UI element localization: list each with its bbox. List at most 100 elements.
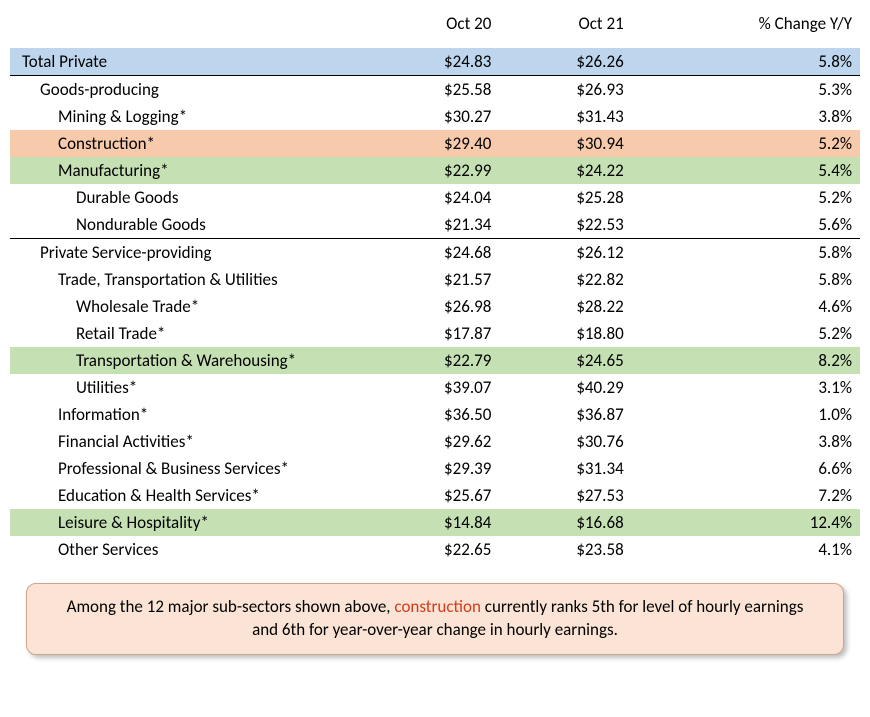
table-row: Trade, Transportation & Utilities$21.57$… [10, 266, 860, 293]
cell-oct20: $24.04 [367, 184, 499, 211]
cell-oct21: $26.26 [499, 48, 631, 76]
cell-oct21: $24.65 [499, 347, 631, 374]
table-row: Mining & Logging*$30.27$31.433.8% [10, 103, 860, 130]
cell-oct20: $29.62 [367, 428, 499, 455]
cell-oct20: $24.68 [367, 239, 499, 267]
footnote-box: Among the 12 major sub-sectors shown abo… [26, 583, 844, 655]
row-label: Education & Health Services* [10, 482, 367, 509]
cell-oct20: $36.50 [367, 401, 499, 428]
col-oct21: Oct 21 [499, 10, 631, 48]
cell-change: 8.2% [632, 347, 860, 374]
cell-change: 3.1% [632, 374, 860, 401]
cell-oct20: $24.83 [367, 48, 499, 76]
cell-oct20: $22.99 [367, 157, 499, 184]
cell-change: 6.6% [632, 455, 860, 482]
cell-change: 5.3% [632, 76, 860, 104]
table-row: Retail Trade*$17.87$18.805.2% [10, 320, 860, 347]
cell-change: 5.8% [632, 266, 860, 293]
row-label: Financial Activities* [10, 428, 367, 455]
row-label: Utilities* [10, 374, 367, 401]
cell-oct21: $23.58 [499, 536, 631, 563]
row-label: Mining & Logging* [10, 103, 367, 130]
cell-change: 12.4% [632, 509, 860, 536]
cell-oct21: $30.94 [499, 130, 631, 157]
table-row: Private Service-providing$24.68$26.125.8… [10, 239, 860, 267]
row-label: Professional & Business Services* [10, 455, 367, 482]
row-label: Nondurable Goods [10, 211, 367, 239]
cell-oct21: $25.28 [499, 184, 631, 211]
table-row: Wholesale Trade*$26.98$28.224.6% [10, 293, 860, 320]
cell-oct20: $21.57 [367, 266, 499, 293]
table-row: Total Private$24.83$26.265.8% [10, 48, 860, 76]
cell-change: 4.1% [632, 536, 860, 563]
row-label: Manufacturing* [10, 157, 367, 184]
cell-change: 7.2% [632, 482, 860, 509]
cell-oct20: $39.07 [367, 374, 499, 401]
cell-oct20: $21.34 [367, 211, 499, 239]
cell-oct21: $26.93 [499, 76, 631, 104]
cell-oct21: $26.12 [499, 239, 631, 267]
cell-change: 4.6% [632, 293, 860, 320]
cell-change: 5.4% [632, 157, 860, 184]
row-label: Wholesale Trade* [10, 293, 367, 320]
cell-oct21: $30.76 [499, 428, 631, 455]
cell-oct21: $27.53 [499, 482, 631, 509]
row-label: Retail Trade* [10, 320, 367, 347]
row-label: Durable Goods [10, 184, 367, 211]
row-label: Trade, Transportation & Utilities [10, 266, 367, 293]
cell-oct21: $18.80 [499, 320, 631, 347]
cell-oct20: $17.87 [367, 320, 499, 347]
cell-oct20: $25.58 [367, 76, 499, 104]
cell-change: 5.2% [632, 320, 860, 347]
col-oct20: Oct 20 [367, 10, 499, 48]
cell-oct21: $16.68 [499, 509, 631, 536]
footnote-pre: Among the 12 major sub-sectors shown abo… [67, 596, 395, 617]
cell-oct20: $25.67 [367, 482, 499, 509]
cell-oct20: $22.79 [367, 347, 499, 374]
row-label: Goods-producing [10, 76, 367, 104]
cell-change: 3.8% [632, 103, 860, 130]
cell-oct21: $36.87 [499, 401, 631, 428]
earnings-table: Oct 20 Oct 21 % Change Y/Y Total Private… [10, 10, 860, 563]
table-row: Information*$36.50$36.871.0% [10, 401, 860, 428]
table-row: Transportation & Warehousing*$22.79$24.6… [10, 347, 860, 374]
col-change: % Change Y/Y [632, 10, 860, 48]
col-label [10, 10, 367, 48]
table-row: Nondurable Goods$21.34$22.535.6% [10, 211, 860, 239]
cell-oct20: $29.39 [367, 455, 499, 482]
cell-change: 5.2% [632, 130, 860, 157]
table-row: Education & Health Services*$25.67$27.53… [10, 482, 860, 509]
cell-oct21: $24.22 [499, 157, 631, 184]
cell-oct21: $22.82 [499, 266, 631, 293]
table-row: Other Services$22.65$23.584.1% [10, 536, 860, 563]
cell-change: 3.8% [632, 428, 860, 455]
cell-change: 5.8% [632, 239, 860, 267]
row-label: Other Services [10, 536, 367, 563]
cell-oct20: $22.65 [367, 536, 499, 563]
cell-oct20: $14.84 [367, 509, 499, 536]
cell-change: 5.6% [632, 211, 860, 239]
cell-oct21: $31.43 [499, 103, 631, 130]
table-row: Durable Goods$24.04$25.285.2% [10, 184, 860, 211]
row-label: Transportation & Warehousing* [10, 347, 367, 374]
cell-change: 5.2% [632, 184, 860, 211]
row-label: Information* [10, 401, 367, 428]
cell-oct20: $26.98 [367, 293, 499, 320]
cell-oct21: $31.34 [499, 455, 631, 482]
table-row: Leisure & Hospitality*$14.84$16.6812.4% [10, 509, 860, 536]
cell-change: 1.0% [632, 401, 860, 428]
row-label: Total Private [10, 48, 367, 76]
cell-oct21: $40.29 [499, 374, 631, 401]
cell-oct21: $22.53 [499, 211, 631, 239]
cell-change: 5.8% [632, 48, 860, 76]
table-row: Professional & Business Services*$29.39$… [10, 455, 860, 482]
cell-oct21: $28.22 [499, 293, 631, 320]
row-label: Construction* [10, 130, 367, 157]
table-row: Construction*$29.40$30.945.2% [10, 130, 860, 157]
row-label: Leisure & Hospitality* [10, 509, 367, 536]
table-row: Goods-producing$25.58$26.935.3% [10, 76, 860, 104]
header-row: Oct 20 Oct 21 % Change Y/Y [10, 10, 860, 48]
footnote-em: construction [394, 596, 481, 617]
table-row: Utilities*$39.07$40.293.1% [10, 374, 860, 401]
table-row: Manufacturing*$22.99$24.225.4% [10, 157, 860, 184]
